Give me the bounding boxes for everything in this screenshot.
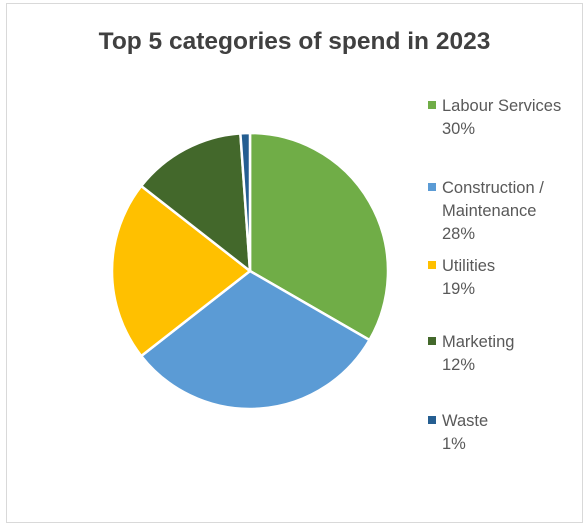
chart-title: Top 5 categories of spend in 2023 [98,28,491,55]
pie-slice-construction-maintenance [140,269,371,411]
pie-slice-waste [239,131,252,273]
pie-slice-utilities [110,184,252,358]
pie-slice-marketing [140,132,252,273]
pie-slice-labour-services [248,131,390,342]
pie-chart [110,131,390,411]
